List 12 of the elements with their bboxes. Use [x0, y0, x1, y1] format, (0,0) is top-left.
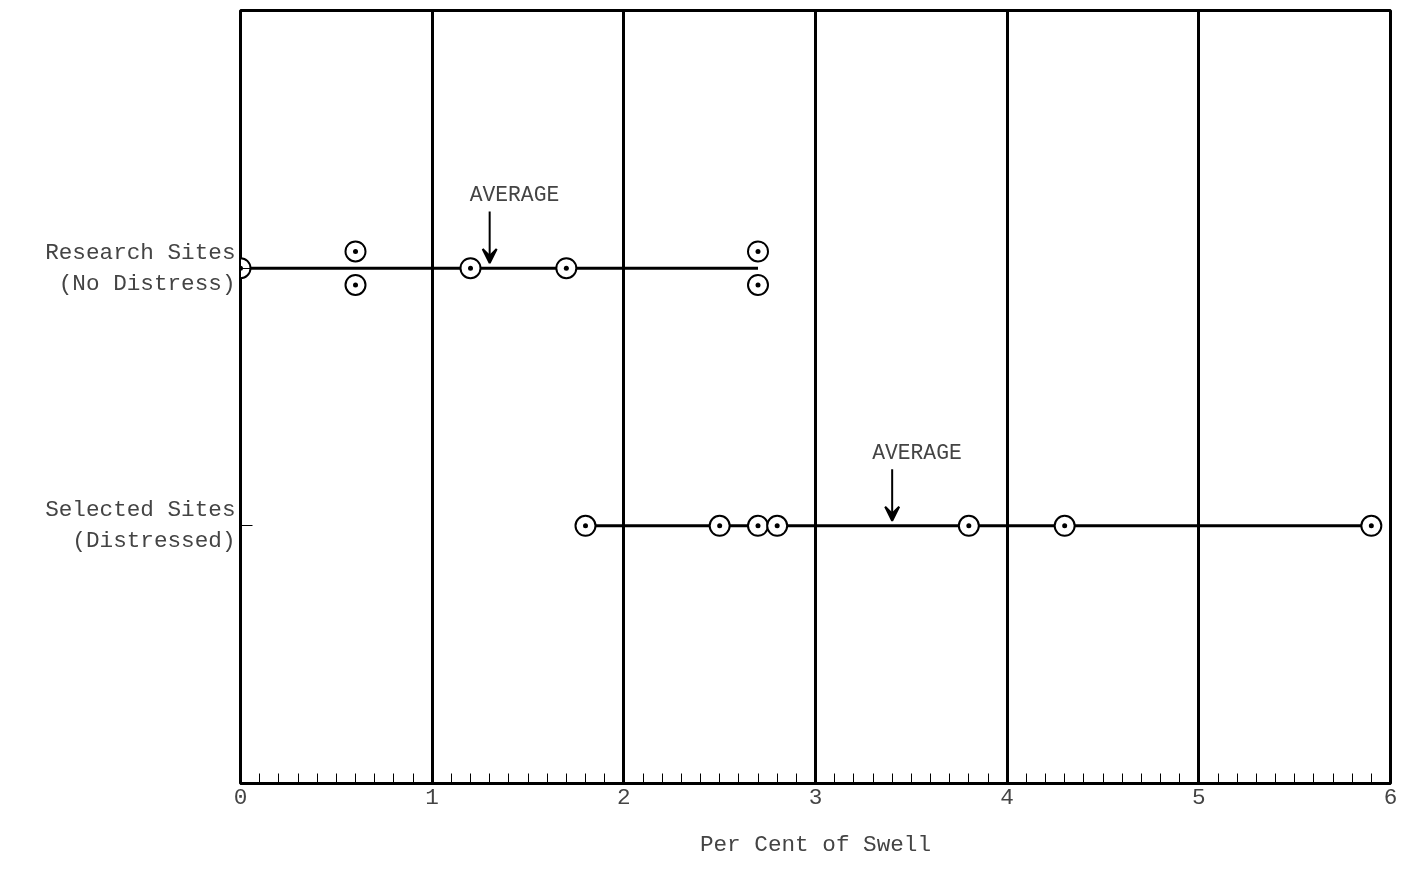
x-axis-title: Per Cent of Swell [699, 831, 932, 858]
y-tick-label: Research Sites (No Distress) [45, 239, 236, 297]
x-tick-label: 1 [425, 784, 439, 811]
x-tick-label: 5 [1192, 784, 1206, 811]
x-tick-label: 2 [617, 784, 631, 811]
x-tick-label: 0 [233, 784, 248, 811]
x-tick-label: 6 [1383, 784, 1398, 811]
x-tick-label: 3 [808, 784, 823, 811]
x-tick-label: 4 [1000, 784, 1014, 811]
annotation: AVERAGE [469, 183, 560, 208]
y-tick-label: Selected Sites (Distressed) [45, 497, 236, 555]
annotation: AVERAGE [872, 441, 962, 466]
